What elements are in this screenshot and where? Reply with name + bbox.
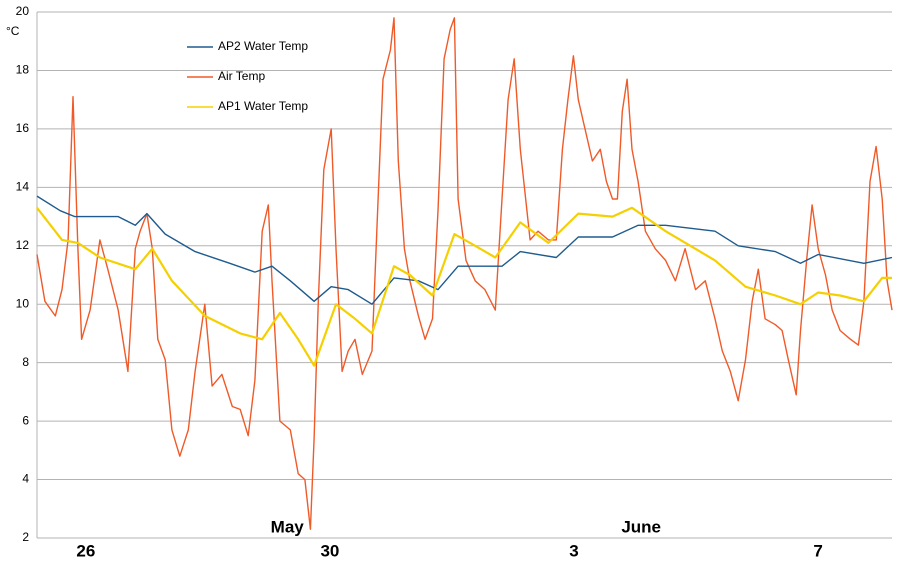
month-label: June <box>621 517 661 536</box>
y-tick-label: 2 <box>22 530 29 544</box>
x-tick-label: 30 <box>320 541 339 560</box>
y-unit: °C <box>6 24 20 38</box>
x-tick-label: 26 <box>76 541 95 560</box>
month-label: May <box>271 517 305 536</box>
y-tick-label: 12 <box>16 238 30 252</box>
y-tick-label: 14 <box>16 180 30 194</box>
y-tick-label: 20 <box>16 4 30 18</box>
y-tick-label: 18 <box>16 63 30 77</box>
legend-label: AP2 Water Temp <box>218 39 308 53</box>
x-tick-label: 3 <box>569 541 578 560</box>
legend-label: AP1 Water Temp <box>218 99 308 113</box>
y-tick-label: 8 <box>22 355 29 369</box>
series-line <box>36 17 893 530</box>
legend-label: Air Temp <box>218 69 265 83</box>
x-tick-label: 7 <box>813 541 822 560</box>
series-line <box>36 206 892 367</box>
y-tick-label: 16 <box>16 121 30 135</box>
y-tick-label: 6 <box>22 413 29 427</box>
y-tick-label: 4 <box>22 472 29 486</box>
series-line <box>36 195 893 305</box>
y-tick-label: 10 <box>16 296 30 310</box>
